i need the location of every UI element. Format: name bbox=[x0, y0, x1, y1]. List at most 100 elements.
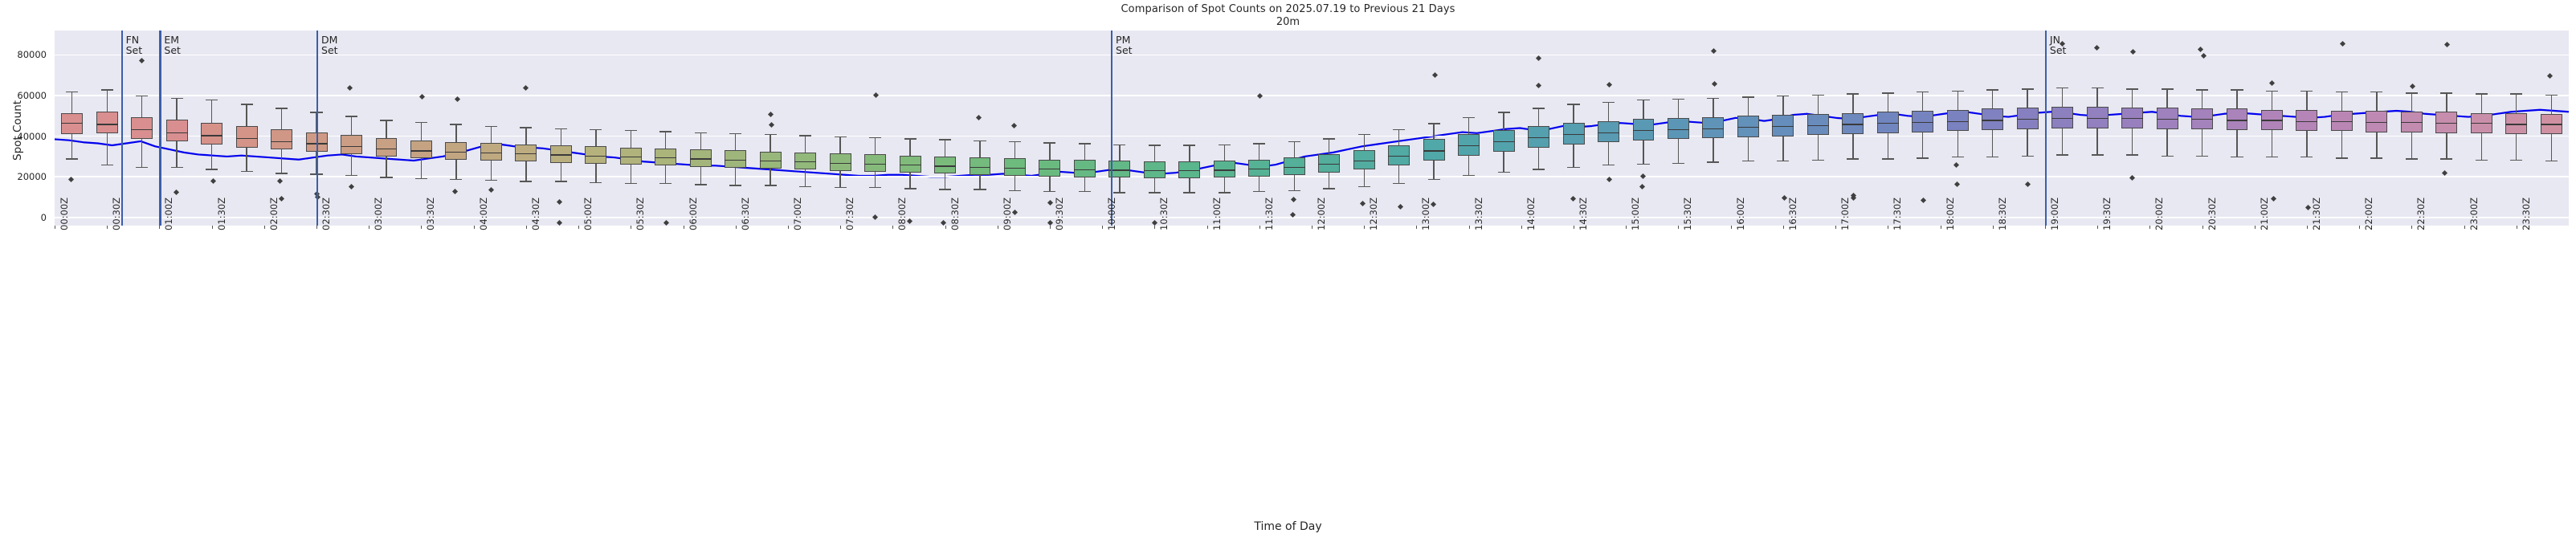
boxplot-box bbox=[1806, 113, 1829, 136]
x-tick-label: 22:30Z bbox=[2415, 197, 2427, 230]
boxplot-outlier bbox=[1432, 71, 1439, 78]
boxplot-whisker-cap bbox=[1427, 123, 1440, 124]
x-tick-mark bbox=[2202, 226, 2203, 229]
boxplot-whisker-cap bbox=[2021, 88, 2034, 90]
x-tick-label: 16:30Z bbox=[1786, 197, 1798, 230]
boxplot-box bbox=[1946, 109, 1969, 132]
boxplot-median bbox=[1667, 128, 1689, 130]
boxplot-median bbox=[934, 165, 956, 167]
boxplot-whisker-cap bbox=[2195, 89, 2209, 91]
boxplot-box bbox=[1492, 130, 1515, 152]
boxplot-whisker-cap bbox=[1288, 141, 1300, 143]
boxplot-whisker-cap bbox=[1917, 157, 1929, 159]
x-tick-mark bbox=[1206, 226, 1208, 229]
boxplot-median bbox=[165, 132, 188, 133]
y-gridline bbox=[55, 217, 2569, 218]
x-tick-label: 00:00Z bbox=[59, 197, 70, 230]
event-label-line1: PM bbox=[1116, 34, 1131, 46]
x-tick-label: 15:30Z bbox=[1682, 197, 1694, 230]
boxplot-outlier bbox=[2094, 45, 2100, 51]
boxplot-outlier bbox=[2444, 42, 2451, 48]
x-tick-label: 02:00Z bbox=[267, 197, 280, 230]
boxplot-box bbox=[2156, 108, 2178, 129]
boxplot-whisker-cap bbox=[1672, 162, 1684, 164]
x-tick-mark bbox=[2254, 226, 2256, 229]
boxplot-whisker-cap bbox=[1811, 94, 1824, 96]
boxplot-box bbox=[969, 157, 991, 175]
x-tick-label: 23:30Z bbox=[2520, 197, 2532, 230]
boxplot-whisker-cap bbox=[1741, 96, 1754, 98]
boxplot-whisker-cap bbox=[1113, 192, 1126, 193]
boxplot-box bbox=[585, 146, 607, 164]
boxplot-median bbox=[864, 163, 887, 165]
boxplot-median bbox=[2400, 121, 2423, 124]
x-tick-mark bbox=[1730, 226, 1732, 229]
x-tick-label: 14:00Z bbox=[1525, 197, 1537, 230]
x-tick-label: 03:30Z bbox=[425, 197, 437, 230]
boxplot-box bbox=[655, 148, 677, 166]
boxplot-median bbox=[794, 161, 817, 163]
boxplot-whisker-cap bbox=[1323, 188, 1336, 189]
boxplot-box bbox=[201, 123, 223, 145]
boxplot-outlier bbox=[2270, 196, 2276, 202]
boxplot-whisker-cap bbox=[1986, 89, 1999, 91]
boxplot-outlier bbox=[173, 189, 179, 195]
boxplot-whisker-cap bbox=[2161, 88, 2174, 90]
boxplot-outlier bbox=[663, 219, 669, 226]
x-tick-mark bbox=[2359, 226, 2361, 229]
boxplot-whisker-cap bbox=[170, 166, 183, 168]
boxplot-outlier bbox=[2547, 73, 2554, 79]
boxplot-whisker-cap bbox=[624, 182, 637, 185]
boxplot-outlier bbox=[1011, 123, 1018, 129]
boxplot-whisker-cap bbox=[2231, 89, 2243, 91]
x-tick-label: 19:00Z bbox=[2048, 197, 2060, 230]
boxplot-whisker-cap bbox=[1393, 128, 1406, 131]
boxplot-box bbox=[96, 112, 118, 133]
y-tick-label: 0 bbox=[40, 211, 47, 223]
boxplot-median bbox=[1318, 163, 1341, 165]
x-tick-mark bbox=[1154, 226, 1156, 229]
boxplot-whisker-cap bbox=[904, 188, 917, 189]
boxplot-whisker-cap bbox=[100, 89, 113, 91]
boxplot-whisker-cap bbox=[2545, 94, 2558, 96]
boxplot-outlier bbox=[1047, 199, 1053, 206]
boxplot-median bbox=[1108, 169, 1131, 171]
x-tick-mark bbox=[159, 226, 161, 229]
boxplot-outlier bbox=[2409, 83, 2415, 90]
x-tick-label: 03:00Z bbox=[373, 197, 385, 230]
boxplot-whisker-cap bbox=[1847, 93, 1860, 95]
x-tick-mark bbox=[892, 226, 894, 229]
boxplot-box bbox=[1213, 161, 1235, 178]
boxplot-whisker-cap bbox=[2475, 93, 2488, 95]
x-tick-label: 02:30Z bbox=[320, 197, 333, 230]
boxplot-box bbox=[1248, 159, 1271, 177]
x-tick-label: 22:00Z bbox=[2363, 197, 2375, 230]
boxplot-median bbox=[1458, 145, 1480, 147]
boxplot-outlier bbox=[454, 96, 460, 102]
boxplot-outlier bbox=[1953, 161, 1960, 168]
x-tick-label: 14:30Z bbox=[1578, 197, 1590, 230]
boxplot-outlier bbox=[1606, 82, 1612, 88]
boxplot-box bbox=[1876, 112, 1899, 133]
boxplot-box bbox=[794, 152, 817, 170]
boxplot-whisker-cap bbox=[2440, 158, 2453, 160]
boxplot-median bbox=[725, 159, 747, 161]
boxplot-box bbox=[899, 155, 921, 173]
x-tick-label: 06:30Z bbox=[739, 197, 751, 230]
boxplot-whisker-cap bbox=[1463, 174, 1476, 177]
boxplot-whisker-cap bbox=[659, 131, 672, 132]
boxplot-outlier bbox=[2340, 41, 2346, 47]
boxplot-whisker-cap bbox=[2510, 93, 2523, 95]
boxplot-whisker-cap bbox=[799, 135, 812, 136]
y-gridline bbox=[55, 95, 2569, 96]
boxplot-whisker-cap bbox=[1323, 138, 1336, 140]
x-tick-mark bbox=[2097, 226, 2099, 229]
x-tick-label: 11:00Z bbox=[1210, 197, 1223, 230]
boxplot-outlier bbox=[557, 198, 563, 205]
event-marker-label: FN Set bbox=[126, 35, 143, 55]
event-marker-label: EM Set bbox=[164, 35, 181, 55]
boxplot-whisker-cap bbox=[764, 134, 777, 136]
boxplot-median bbox=[131, 128, 153, 130]
boxplot-box bbox=[375, 138, 398, 157]
boxplot-whisker-cap bbox=[659, 182, 672, 185]
